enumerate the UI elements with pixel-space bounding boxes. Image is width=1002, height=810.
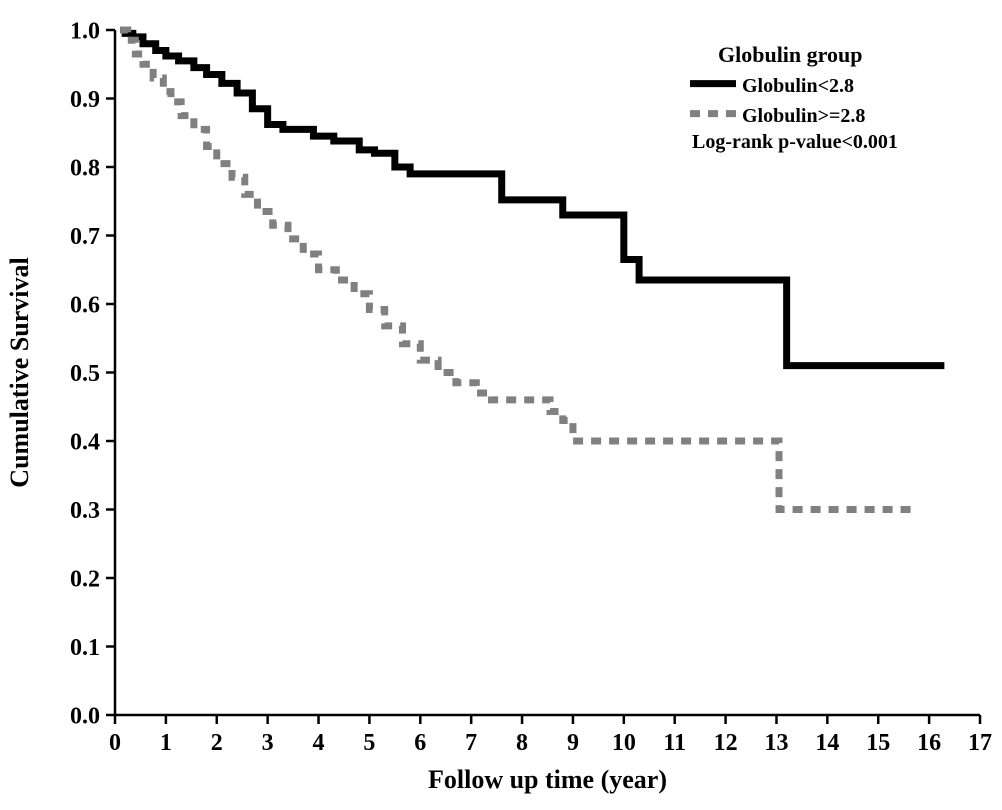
- x-tick-label: 14: [815, 730, 839, 756]
- x-tick-label: 3: [262, 730, 274, 756]
- x-tick-label: 11: [663, 730, 686, 756]
- y-tick-label: 0.1: [70, 635, 100, 661]
- x-tick-label: 4: [313, 730, 325, 756]
- x-tick-label: 13: [764, 730, 788, 756]
- y-tick-label: 0.4: [70, 429, 100, 455]
- y-tick-label: 0.2: [70, 566, 100, 592]
- y-axis-label: Cumulative Survival: [5, 257, 34, 487]
- x-tick-label: 0: [109, 730, 121, 756]
- x-axis-label: Follow up time (year): [428, 765, 667, 794]
- x-tick-label: 6: [414, 730, 426, 756]
- legend-title: Globulin group: [718, 42, 863, 67]
- series-group: [120, 30, 944, 510]
- x-tick-label: 5: [363, 730, 375, 756]
- y-tick-label: 0.7: [70, 224, 100, 250]
- legend-item-label: Globulin<2.8: [742, 75, 854, 97]
- y-tick-label: 0.8: [70, 155, 100, 181]
- y-tick-label: 0.0: [70, 703, 100, 729]
- legend-item-label: Globulin>=2.8: [742, 105, 865, 127]
- y-tick-label: 0.5: [70, 361, 100, 387]
- series-high: [120, 30, 914, 510]
- x-tick-label: 16: [917, 730, 941, 756]
- legend: Globulin group Globulin<2.8 Globulin>=2.8: [690, 42, 865, 127]
- x-tick-label: 12: [714, 730, 738, 756]
- x-tick-label: 17: [968, 730, 992, 756]
- logrank-annotation: Log-rank p-value<0.001: [692, 131, 898, 153]
- x-tick-label: 9: [567, 730, 579, 756]
- km-chart-container: { "chart": { "type": "kaplan-meier-step"…: [0, 0, 1002, 810]
- x-tick-label: 7: [465, 730, 477, 756]
- x-tick-label: 15: [866, 730, 890, 756]
- y-tick-label: 0.6: [70, 292, 100, 318]
- x-tick-label: 2: [211, 730, 223, 756]
- x-tick-label: 10: [612, 730, 636, 756]
- x-tick-label: 8: [516, 730, 528, 756]
- x-tick-label: 1: [160, 730, 172, 756]
- y-tick-label: 0.9: [70, 87, 100, 113]
- y-tick-label: 1.0: [70, 18, 100, 44]
- y-tick-label: 0.3: [70, 498, 100, 524]
- km-chart-svg: 012345678910111213141516170.00.10.20.30.…: [0, 0, 1002, 810]
